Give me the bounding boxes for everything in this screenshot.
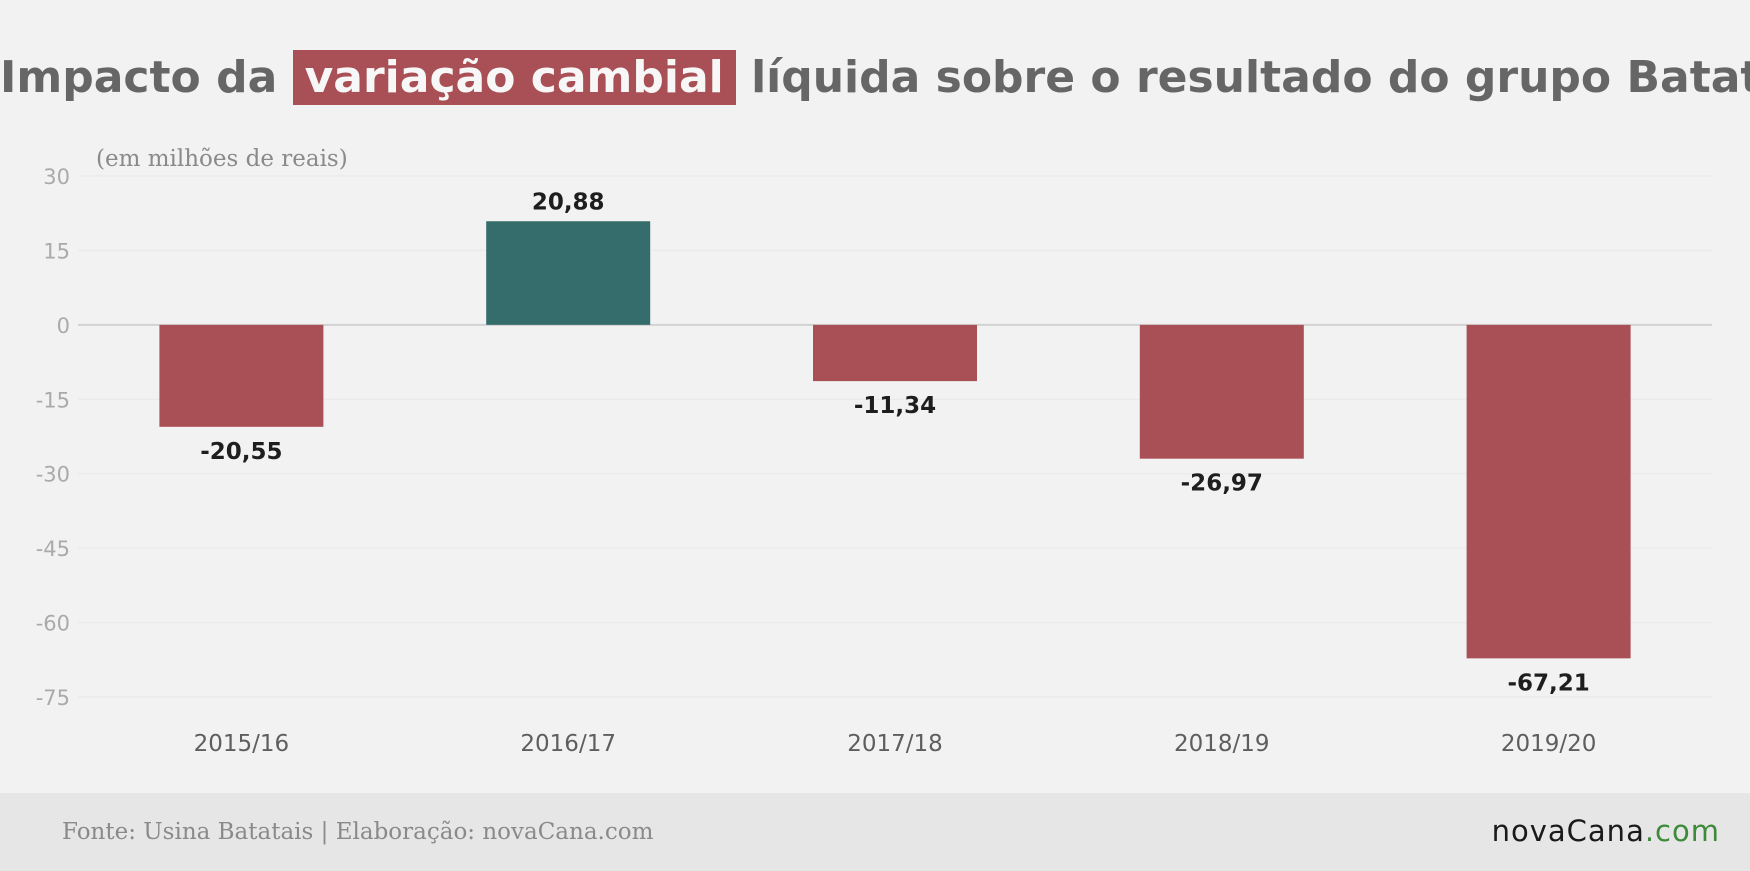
title-highlight: variação cambial: [292, 50, 736, 105]
bar-value-label: -67,21: [1507, 670, 1589, 696]
y-tick-label: 15: [43, 239, 70, 263]
bar: [159, 324, 324, 427]
y-tick-label: 30: [43, 165, 70, 189]
y-tick-label: -30: [36, 463, 70, 487]
bar: [1466, 324, 1631, 659]
chart-title: Impacto da variação cambial líquida sobr…: [0, 50, 1750, 105]
title-pre: Impacto da: [0, 52, 278, 103]
x-tick-label: 2015/16: [194, 731, 290, 757]
y-tick-label: 0: [57, 314, 70, 338]
chart-unit-label: (em milhões de reais): [96, 146, 348, 172]
logo-suffix: .com: [1644, 814, 1720, 848]
novacana-logo: novaCana.com: [1492, 814, 1720, 848]
y-tick-label: -60: [36, 612, 70, 636]
bar-value-label: -11,34: [854, 393, 936, 419]
y-tick-label: -75: [36, 686, 70, 710]
title-post: líquida sobre o resultado do grupo Batat…: [751, 52, 1750, 103]
x-tick-label: 2018/19: [1174, 731, 1270, 757]
x-tick-label: 2016/17: [520, 731, 616, 757]
x-tick-label: 2019/20: [1501, 731, 1597, 757]
bar: [1139, 324, 1304, 459]
y-tick-label: -45: [36, 537, 70, 561]
bar-chart: 30 15 0 -15 -30 -45 -60 -75 -20,55 2015/16 20,88 20…: [36, 165, 1712, 757]
footer: Fonte: Usina Batatais | Elaboração: nova…: [0, 793, 1750, 871]
bar: [813, 324, 977, 382]
logo-main: novaCana: [1491, 814, 1645, 848]
bar-value-label: -20,55: [200, 439, 282, 465]
source-text: Fonte: Usina Batatais | Elaboração: nova…: [62, 819, 654, 845]
bar-value-label: 20,88: [532, 189, 605, 215]
y-tick-label: -15: [36, 388, 70, 412]
bar-value-label: -26,97: [1181, 471, 1263, 497]
x-tick-label: 2017/18: [847, 731, 943, 757]
bar: [486, 221, 651, 325]
